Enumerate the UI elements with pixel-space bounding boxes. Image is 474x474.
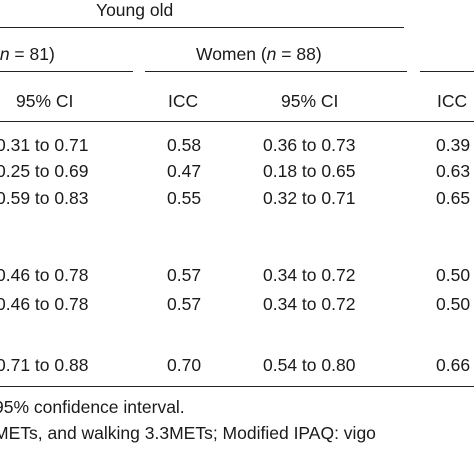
men-header: (n = 81): [0, 44, 55, 64]
row-2-men-ci: 0.59 to 0.83: [0, 188, 89, 208]
row-1-men-ci: 0.25 to 0.69: [0, 161, 89, 181]
women-header-n: n: [266, 44, 277, 64]
row-1-women-ci: 0.18 to 0.65: [263, 161, 356, 181]
row-3-next-icc: 0.50: [436, 265, 471, 285]
row-2-women-icc: 0.55: [167, 188, 202, 208]
footnote-mets: METs, and walking 3.3METs; Modified IPAQ…: [0, 423, 376, 443]
row-4-women-ci: 0.34 to 0.72: [263, 294, 356, 314]
men-header-rule: [0, 71, 133, 72]
column-label-women-icc: ICC: [168, 91, 199, 111]
row-5-men-ci: 0.71 to 0.88: [0, 355, 89, 375]
row-2-women-ci: 0.32 to 0.71: [263, 188, 356, 208]
row-0-women-icc: 0.58: [167, 135, 202, 155]
next-header-rule: [420, 71, 474, 72]
row-5-next-icc: 0.66: [436, 355, 471, 375]
row-0-next-icc: 0.39: [436, 135, 471, 155]
column-label-men-ci: 95% CI: [16, 91, 74, 111]
table-bottom-rule: [0, 386, 474, 387]
row-3-women-icc: 0.57: [167, 265, 202, 285]
footnote-confidence-interval: 95% confidence interval.: [0, 397, 185, 417]
row-5-women-ci: 0.54 to 0.80: [263, 355, 356, 375]
row-0-women-ci: 0.36 to 0.73: [263, 135, 356, 155]
column-label-women-ci: 95% CI: [281, 91, 339, 111]
row-3-men-ci: 0.46 to 0.78: [0, 265, 89, 285]
group-header-rule: [0, 27, 404, 28]
row-1-next-icc: 0.63: [436, 161, 471, 181]
men-header-suffix: = 81): [9, 44, 55, 64]
women-header-prefix: Women (: [196, 44, 267, 64]
row-4-next-icc: 0.50: [436, 294, 471, 314]
row-5-women-icc: 0.70: [167, 355, 202, 375]
men-header-n: n: [0, 44, 10, 64]
women-header-suffix: = 88): [276, 44, 322, 64]
column-label-rule: [0, 121, 474, 122]
column-label-next-icc: ICC: [437, 91, 468, 111]
row-4-men-ci: 0.46 to 0.78: [0, 294, 89, 314]
row-4-women-icc: 0.57: [167, 294, 202, 314]
row-0-men-ci: 0.31 to 0.71: [0, 135, 89, 155]
row-1-women-icc: 0.47: [167, 161, 202, 181]
group-header: Young old: [96, 0, 174, 20]
row-3-women-ci: 0.34 to 0.72: [263, 265, 356, 285]
women-header: Women (n = 88): [196, 44, 322, 64]
women-header-rule: [145, 71, 407, 72]
row-2-next-icc: 0.65: [436, 188, 471, 208]
